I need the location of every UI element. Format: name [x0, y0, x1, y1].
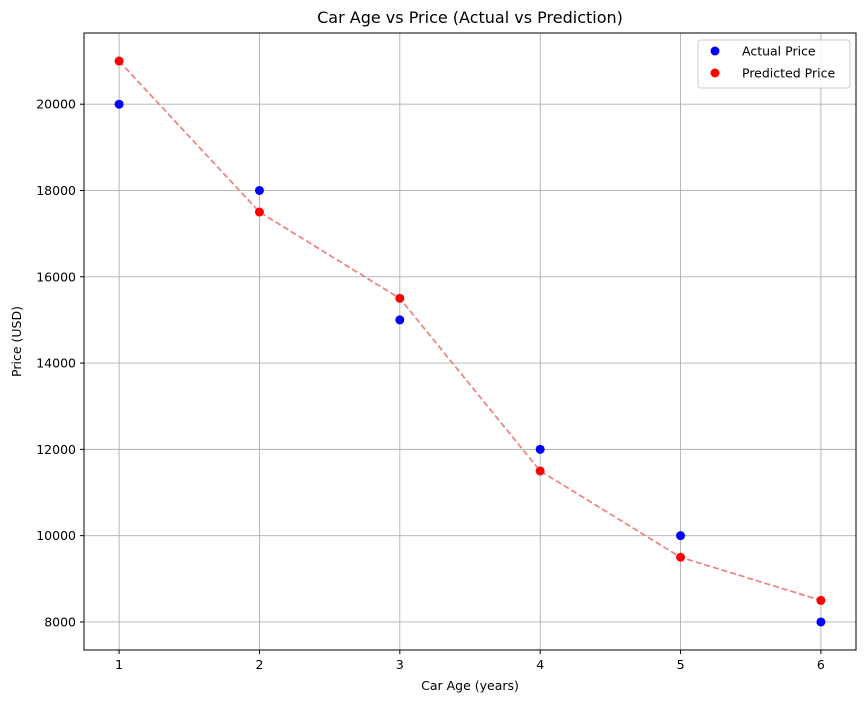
- tick-group: 1 2 3 4 5 6 8000 10000 12000 14000 16000 18000 20000: [36, 97, 825, 672]
- plot-frame: [83, 32, 857, 651]
- x-tick-label: 2: [255, 657, 263, 672]
- predicted-price-point: [254, 207, 264, 217]
- legend-box: [697, 39, 851, 89]
- x-tick-label: 1: [115, 657, 123, 672]
- actual-price-point: [114, 99, 124, 109]
- actual-price-point: [395, 315, 405, 325]
- y-tick-label: 14000: [36, 356, 76, 371]
- predicted-price-dashed-line: [118, 60, 822, 602]
- data-points-group: [114, 56, 826, 627]
- actual-price-point: [254, 185, 264, 195]
- x-tick-label: 4: [536, 657, 544, 672]
- predicted-price-point: [676, 552, 686, 562]
- x-tick-label: 6: [817, 657, 825, 672]
- predicted-price-point: [395, 293, 405, 303]
- predicted-price-point: [114, 56, 124, 66]
- prediction-trend-line-group: [118, 60, 822, 602]
- predicted-price-point: [816, 595, 826, 605]
- y-tick-label: 8000: [44, 614, 76, 629]
- y-tick-label: 20000: [36, 97, 76, 112]
- legend-marker-actual: [710, 46, 720, 56]
- y-tick-label: 16000: [36, 269, 76, 284]
- legend-label-actual: Actual Price: [742, 44, 816, 59]
- actual-price-point: [535, 444, 545, 454]
- actual-price-point: [676, 531, 686, 541]
- actual-price-point: [816, 617, 826, 627]
- legend-label-predicted: Predicted Price: [742, 66, 835, 81]
- grid-lines: [84, 33, 856, 650]
- x-tick-label: 5: [677, 657, 685, 672]
- y-tick-label: 10000: [36, 528, 76, 543]
- y-tick-label: 12000: [36, 442, 76, 457]
- legend-marker-predicted: [710, 68, 720, 78]
- legend: Actual Price Predicted Price: [697, 39, 851, 89]
- axes-group: [83, 32, 857, 651]
- predicted-price-point: [535, 466, 545, 476]
- y-axis-label: Price (USD): [9, 306, 24, 377]
- y-tick-label: 18000: [36, 183, 76, 198]
- chart-title: Car Age vs Price (Actual vs Prediction): [317, 8, 623, 27]
- x-axis-label: Car Age (years): [421, 678, 519, 693]
- x-tick-label: 3: [396, 657, 404, 672]
